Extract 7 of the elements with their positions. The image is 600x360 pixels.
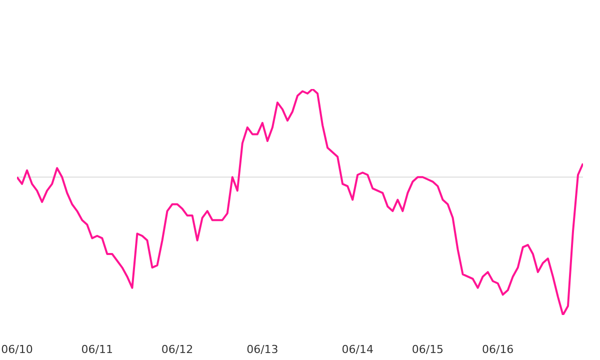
x-tick-label: 06/13 (246, 342, 278, 356)
x-tick-label: 06/14 (342, 342, 374, 356)
x-tick-label: 06/15 (412, 342, 444, 356)
x-tick-label: 06/10 (1, 342, 33, 356)
x-tick-label: 06/16 (482, 342, 514, 356)
x-tick-label: 06/12 (161, 342, 194, 356)
x-tick-label: 06/11 (81, 342, 113, 356)
